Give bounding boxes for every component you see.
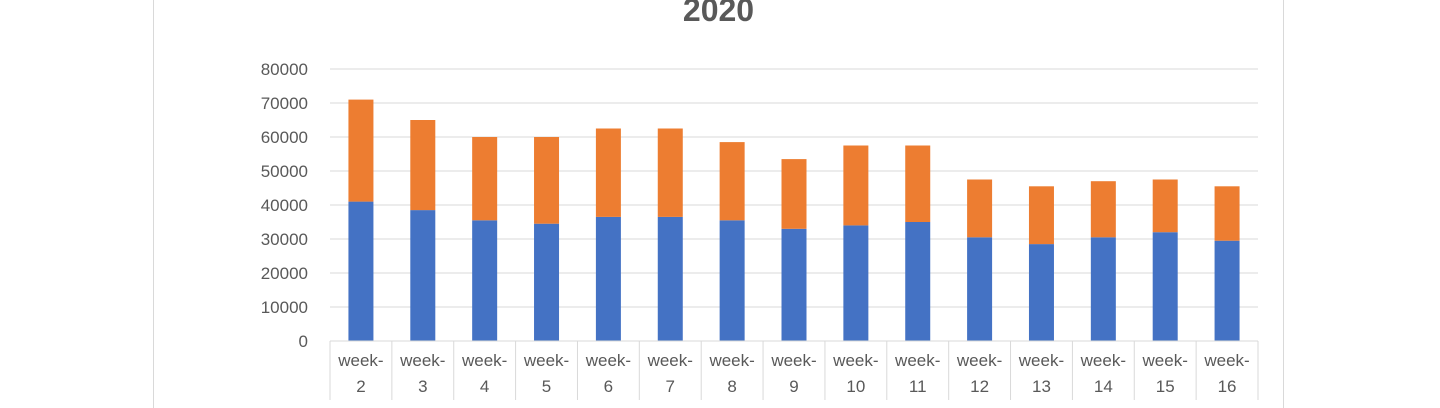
bar-segment (967, 179, 993, 238)
bar-segment (472, 137, 498, 221)
bar-segment (1214, 240, 1240, 341)
bar-segment (348, 201, 374, 341)
bar-segment (595, 216, 621, 341)
bar-segment (348, 99, 374, 202)
chart-area: 2020 (153, 0, 1284, 408)
bar-segment (1090, 237, 1116, 341)
x-tick-label: week-4 (461, 351, 507, 396)
x-tick-label: week-6 (585, 351, 631, 396)
y-tick-label: 70000 (261, 94, 308, 113)
y-tick-label: 30000 (261, 230, 308, 249)
bar-segment (1152, 232, 1178, 341)
bar-segment (534, 137, 560, 224)
y-tick-label: 60000 (261, 128, 308, 147)
bar-segment (1090, 181, 1116, 238)
bar-segment (410, 210, 436, 341)
x-tick-label: week-3 (399, 351, 445, 396)
y-tick-label: 10000 (261, 298, 308, 317)
bar-segment (595, 128, 621, 217)
y-tick-label: 0 (299, 332, 308, 351)
bar-segment (534, 223, 560, 341)
bar-segment (781, 159, 807, 229)
bar-segment (719, 220, 745, 341)
x-tick-label: week-15 (1142, 351, 1188, 396)
bar-segment (472, 220, 498, 341)
bar-segment (1028, 244, 1054, 341)
x-tick-label: week-11 (894, 351, 940, 396)
x-tick-label: week-7 (647, 351, 693, 396)
bar-segment (843, 145, 869, 226)
bar-segment (1214, 186, 1240, 241)
y-tick-label: 40000 (261, 196, 308, 215)
y-tick-label: 80000 (261, 60, 308, 79)
bar-segment (657, 128, 683, 217)
bar-segment (781, 228, 807, 341)
bar-segment (1152, 179, 1178, 233)
y-tick-label: 20000 (261, 264, 308, 283)
bar-segment (1028, 186, 1054, 245)
bar-segment (967, 237, 993, 341)
bar-segment (719, 142, 745, 221)
x-tick-label: week-12 (956, 351, 1002, 396)
bar-segment (905, 145, 931, 222)
bar-segment (905, 222, 931, 341)
bar-segment (410, 120, 436, 211)
x-tick-label: week-5 (523, 351, 569, 396)
x-tick-label: week-14 (1080, 351, 1126, 396)
x-tick-label: week-16 (1203, 351, 1249, 396)
x-tick-label: week-9 (770, 351, 816, 396)
x-tick-label: week-13 (1018, 351, 1064, 396)
x-tick-label: week-2 (337, 351, 383, 396)
bar-segment (843, 225, 869, 341)
x-tick-label: week-8 (708, 351, 754, 396)
chart-title: 2020 (682, 0, 755, 28)
y-tick-label: 50000 (261, 162, 308, 181)
x-tick-label: week-10 (832, 351, 878, 396)
bar-segment (657, 216, 683, 341)
